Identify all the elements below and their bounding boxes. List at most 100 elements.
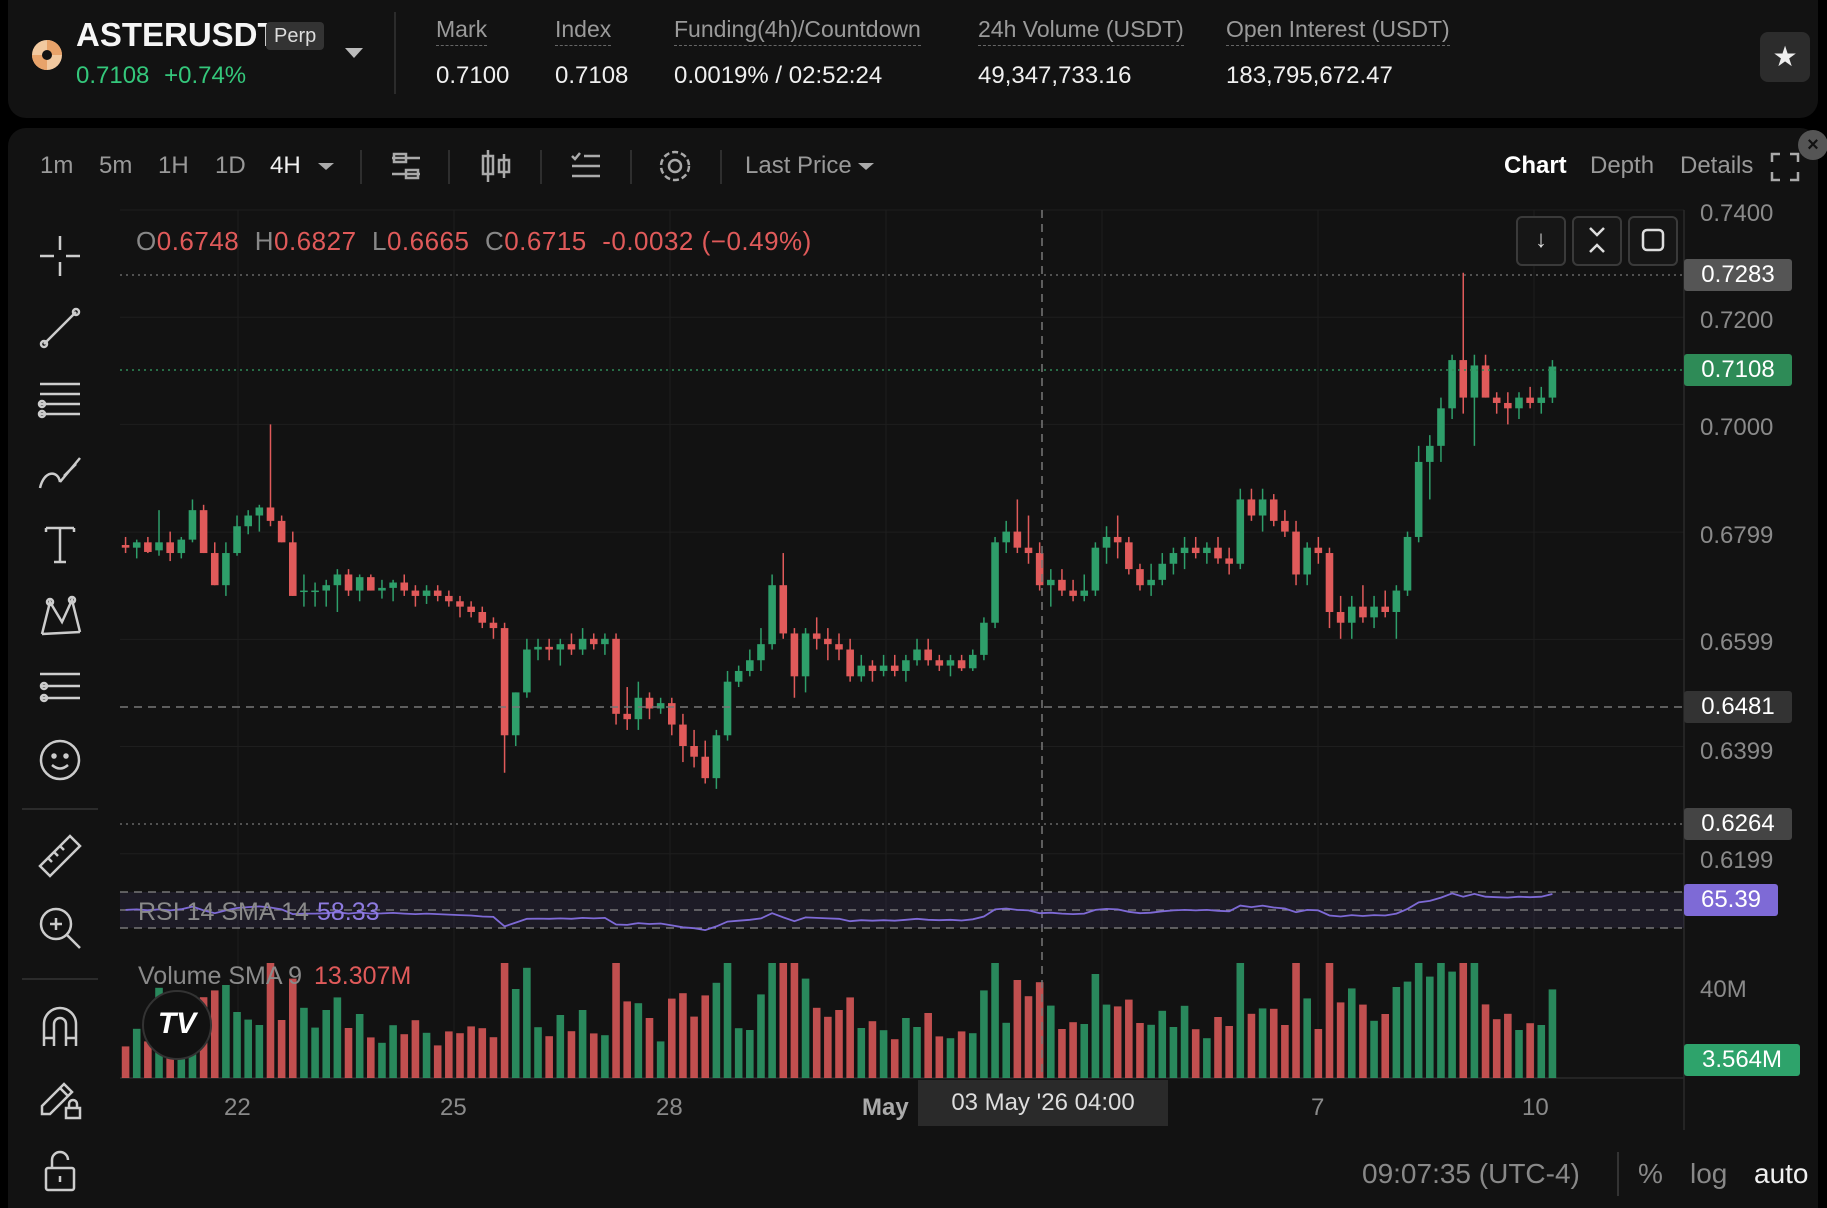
fib-icon[interactable]	[36, 376, 84, 424]
candle-body	[1359, 606, 1367, 618]
magnet-icon[interactable]	[36, 1002, 84, 1050]
candle-body	[1548, 366, 1557, 398]
candle-body	[1470, 365, 1479, 398]
templates-list-icon[interactable]	[566, 146, 606, 186]
volume-bar	[1091, 974, 1100, 1078]
text-icon[interactable]	[36, 520, 84, 568]
candle-body	[924, 649, 932, 661]
rsi-legend: RSI 14 SMA 14 58.33	[138, 898, 380, 927]
ohlc-change: -0.0032 (−0.49%)	[602, 226, 812, 256]
favorite-star-button[interactable]: ★	[1760, 32, 1810, 82]
volume-bar	[1459, 963, 1468, 1078]
toolbar-divider	[448, 150, 450, 184]
stat-index: Index 0.7108	[555, 16, 628, 90]
forecast-icon[interactable]	[36, 664, 84, 712]
stat-funding-value: 0.0019% / 02:52:24	[674, 62, 883, 89]
volume-bar	[1169, 1027, 1178, 1078]
volume-bar	[723, 963, 732, 1078]
symbol-name[interactable]: ASTERUSDT	[76, 16, 278, 53]
volume-bar	[890, 1039, 899, 1078]
close-panel-icon[interactable]: ×	[1798, 130, 1827, 160]
volume-bar	[456, 1033, 464, 1078]
toolbar-divider	[630, 150, 632, 184]
candle-style-icon[interactable]	[476, 146, 516, 186]
trendline-icon[interactable]	[36, 304, 84, 352]
ohlc-legend: O0.6748 H0.6827 L0.6665 C0.6715 -0.0032 …	[136, 226, 812, 257]
timeframe-4h[interactable]: 4H	[270, 152, 301, 179]
scroll-to-latest-button[interactable]: ↓	[1516, 216, 1566, 266]
indicators-icon[interactable]	[386, 146, 426, 186]
stat-open-interest-value: 183,795,672.47	[1226, 62, 1393, 89]
lock-icon[interactable]	[36, 1146, 84, 1194]
settings-gear-icon[interactable]	[655, 146, 695, 186]
candle-body	[1403, 536, 1412, 591]
symbol-dropdown-chevron-icon[interactable]	[345, 48, 363, 58]
candle-body	[188, 510, 197, 540]
tradingview-logo[interactable]: TV	[142, 990, 212, 1060]
candle-body	[1058, 579, 1066, 591]
candle-body	[790, 633, 799, 677]
volume-bar	[322, 1010, 331, 1078]
collapse-arrows-button[interactable]	[1572, 216, 1622, 266]
brush-icon[interactable]	[36, 448, 84, 496]
tab-details[interactable]: Details	[1680, 152, 1754, 179]
stat-mark-value: 0.7100	[436, 62, 510, 89]
price-source-chevron-icon[interactable]	[854, 154, 878, 178]
volume-bar	[1526, 1023, 1534, 1078]
reset-view-button[interactable]	[1628, 216, 1678, 266]
candle-body	[411, 590, 420, 596]
timeframe-5m[interactable]: 5m	[99, 152, 133, 179]
tab-depth[interactable]: Depth	[1590, 152, 1655, 179]
ruler-icon[interactable]	[36, 832, 84, 880]
candle-body	[255, 507, 264, 516]
stat-mark-label[interactable]: Mark	[436, 16, 488, 46]
timeframe-dropdown-chevron-icon[interactable]	[314, 154, 338, 178]
log-scale-toggle[interactable]: log	[1690, 1158, 1728, 1189]
volume-bar	[734, 1028, 743, 1078]
tab-chart[interactable]: Chart	[1504, 152, 1567, 179]
candle-body	[1102, 536, 1111, 548]
candle-body	[1125, 542, 1133, 570]
volume-bar	[690, 1016, 698, 1078]
candle-body	[1113, 536, 1122, 543]
pattern-icon[interactable]	[36, 592, 84, 640]
rsi-line	[125, 892, 1553, 932]
volume-bar	[991, 963, 999, 1078]
ohlc-low-key: L	[371, 226, 387, 256]
timeframe-1h[interactable]: 1H	[158, 152, 189, 179]
candle-body	[1080, 590, 1089, 596]
volume-bar	[1102, 1004, 1111, 1078]
price-axis-label: 0.6399	[1700, 738, 1774, 765]
price-source-select[interactable]: Last Price	[745, 152, 852, 179]
volume-bar	[1515, 1030, 1523, 1078]
timeframe-1m[interactable]: 1m	[40, 152, 74, 179]
volume-bar	[433, 1045, 442, 1078]
fullscreen-icon[interactable]	[1770, 152, 1800, 182]
emoji-icon[interactable]	[36, 736, 84, 784]
stat-open-interest-label[interactable]: Open Interest (USDT)	[1226, 16, 1450, 46]
crosshair-icon[interactable]	[36, 232, 84, 280]
stat-volume-label[interactable]: 24h Volume (USDT)	[978, 16, 1184, 46]
volume-bar	[601, 1035, 609, 1078]
percent-scale-toggle[interactable]: %	[1638, 1158, 1663, 1189]
time-axis-label: 28	[656, 1094, 683, 1121]
candle-body	[679, 724, 687, 746]
candle-body	[1481, 365, 1490, 398]
zoom-in-icon[interactable]	[36, 904, 84, 952]
auto-scale-toggle[interactable]: auto	[1754, 1158, 1809, 1189]
clock-timezone[interactable]: 09:07:35 (UTC-4)	[1362, 1158, 1580, 1189]
volume-bar	[1281, 1025, 1289, 1078]
lock-drawings-icon[interactable]	[36, 1074, 84, 1122]
volume-bar	[701, 995, 710, 1078]
candle-body	[400, 582, 409, 591]
candle-body	[946, 660, 955, 666]
stat-index-label[interactable]: Index	[555, 16, 612, 46]
footer-divider	[1617, 1152, 1619, 1196]
candle-body	[132, 542, 141, 548]
volume-bar	[746, 1030, 754, 1078]
stat-funding-label[interactable]: Funding(4h)/Countdown	[674, 16, 921, 46]
volume-bar	[523, 967, 531, 1078]
timeframe-1d[interactable]: 1D	[215, 152, 246, 179]
volume-bar	[478, 1028, 487, 1078]
